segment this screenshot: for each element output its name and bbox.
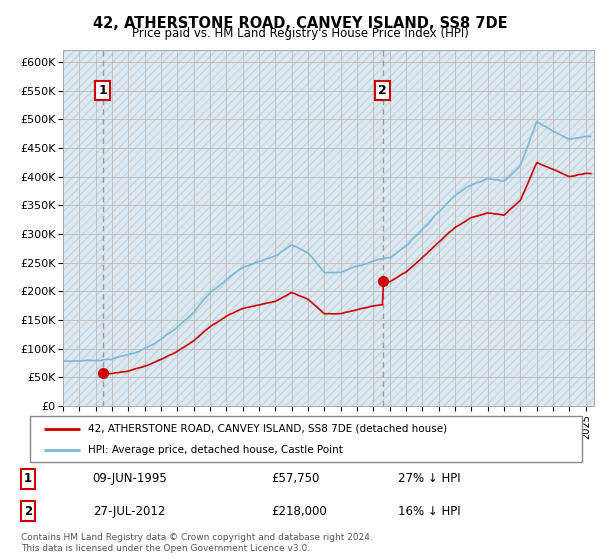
Text: £218,000: £218,000 xyxy=(271,505,327,517)
Text: Contains HM Land Registry data © Crown copyright and database right 2024.
This d: Contains HM Land Registry data © Crown c… xyxy=(21,533,373,553)
Text: 27% ↓ HPI: 27% ↓ HPI xyxy=(398,473,461,486)
Text: 42, ATHERSTONE ROAD, CANVEY ISLAND, SS8 7DE (detached house): 42, ATHERSTONE ROAD, CANVEY ISLAND, SS8 … xyxy=(88,424,447,434)
Text: HPI: Average price, detached house, Castle Point: HPI: Average price, detached house, Cast… xyxy=(88,445,343,455)
Text: £57,750: £57,750 xyxy=(271,473,320,486)
Text: 1: 1 xyxy=(24,473,32,486)
Text: 1: 1 xyxy=(98,84,107,97)
Text: 42, ATHERSTONE ROAD, CANVEY ISLAND, SS8 7DE: 42, ATHERSTONE ROAD, CANVEY ISLAND, SS8 … xyxy=(92,16,508,31)
Text: Price paid vs. HM Land Registry's House Price Index (HPI): Price paid vs. HM Land Registry's House … xyxy=(131,27,469,40)
Text: 16% ↓ HPI: 16% ↓ HPI xyxy=(398,505,461,517)
Text: 2: 2 xyxy=(24,505,32,517)
Text: 2: 2 xyxy=(378,84,387,97)
Text: 09-JUN-1995: 09-JUN-1995 xyxy=(92,473,167,486)
Text: 27-JUL-2012: 27-JUL-2012 xyxy=(92,505,165,517)
